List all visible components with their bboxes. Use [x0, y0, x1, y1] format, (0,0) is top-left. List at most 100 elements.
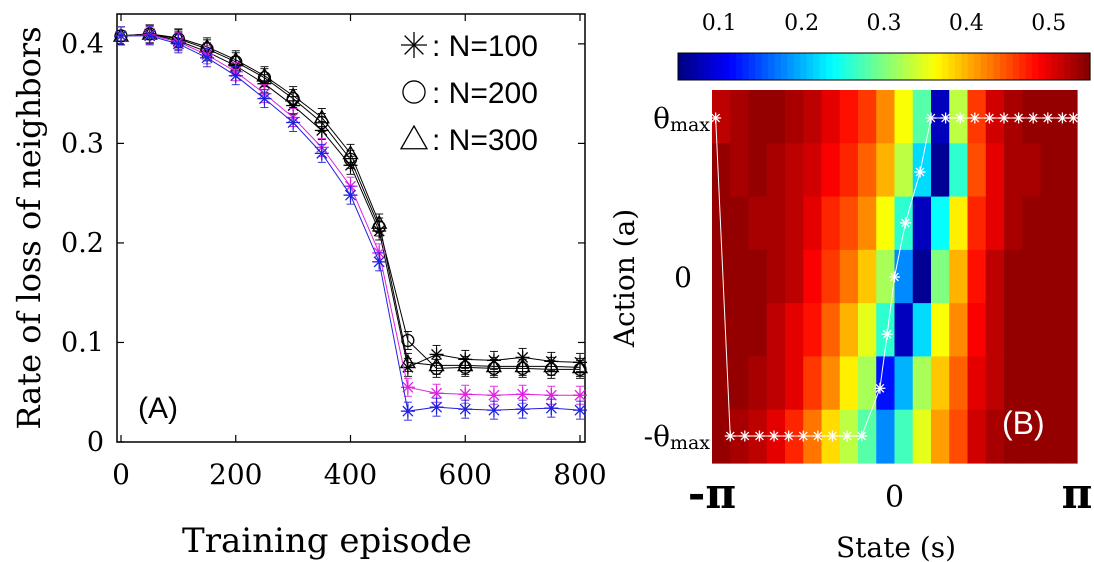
- policy-point: [710, 112, 722, 124]
- heatmap-cell: [876, 90, 896, 144]
- heatmap-cell: [931, 90, 950, 144]
- heatmap-cell: [858, 356, 877, 411]
- policy-point: [954, 112, 966, 124]
- heatmap-cell: [821, 196, 841, 251]
- colorbar-segment: [768, 53, 776, 80]
- colorbar-segment: [1057, 53, 1065, 80]
- heatmap-cell: [985, 196, 1005, 251]
- colorbar-segment: [890, 53, 898, 80]
- data-point-series-4: [343, 188, 358, 203]
- panel-a-plot-frame: [116, 13, 586, 443]
- heatmap-cell: [803, 143, 823, 198]
- heatmap-cell: [931, 409, 950, 464]
- heatmap-cell: [1004, 409, 1023, 464]
- data-point-series-3: [515, 387, 530, 402]
- colorbar-segment: [826, 53, 834, 80]
- data-point-series-2: [514, 358, 531, 373]
- data-point-series-4: [573, 403, 587, 418]
- colorbar-segment: [832, 53, 840, 80]
- heatmap-cell: [1058, 196, 1078, 251]
- colorbar-segment: [845, 53, 853, 80]
- heatmap-cell: [876, 409, 896, 464]
- colorbar-segment: [742, 53, 750, 80]
- colorbar-segment: [774, 53, 782, 80]
- heatmap-cell: [821, 356, 841, 411]
- policy-point: [1027, 112, 1039, 124]
- heatmap-cell: [985, 249, 1005, 304]
- heatmap-cell: [967, 356, 987, 411]
- heatmap-cell: [985, 90, 1005, 144]
- panel-a-x-tick-label: 0: [112, 458, 130, 491]
- panel-a-y-tick-label: 0.1: [61, 327, 104, 358]
- policy-point: [998, 112, 1010, 124]
- data-point-series-4: [200, 50, 215, 65]
- data-point-series-4: [372, 254, 387, 269]
- heatmap-cell: [1022, 409, 1042, 464]
- panel-b-x-tick-label: π: [1062, 469, 1093, 518]
- heatmap-cell: [766, 90, 786, 144]
- heatmap-cell: [858, 196, 877, 251]
- colorbar-segment: [813, 53, 821, 80]
- data-point-series-3: [458, 387, 473, 402]
- colorbar-segment: [1083, 53, 1091, 80]
- heatmap-cell: [985, 409, 1005, 464]
- heatmap-cell: [894, 143, 914, 198]
- heatmap-cell: [1004, 90, 1023, 144]
- legend-label: : N=100: [432, 30, 538, 63]
- colorbar-segment: [716, 53, 724, 80]
- colorbar-segment: [980, 53, 988, 80]
- heatmap-cell: [931, 143, 950, 198]
- heatmap-cell: [985, 143, 1005, 198]
- legend-label: : N=200: [432, 77, 538, 110]
- y-tick-main: θ: [653, 102, 670, 135]
- heatmap-cell: [839, 356, 859, 411]
- heatmap-cell: [766, 409, 786, 464]
- colorbar-segment: [1044, 53, 1052, 80]
- colorbar-segment: [761, 53, 769, 80]
- colorbar-segment: [1064, 53, 1072, 80]
- panel-b-label: (B): [1002, 405, 1045, 441]
- heatmap-cell: [803, 303, 823, 358]
- policy-point: [925, 112, 937, 124]
- heatmap-cell: [730, 303, 750, 358]
- data-point-series-2: [543, 358, 560, 373]
- colorbar-segment: [690, 53, 698, 80]
- heatmap-cell: [876, 303, 896, 358]
- colorbar-segment: [1019, 53, 1027, 80]
- colorbar-segment: [884, 53, 892, 80]
- colorbar-segment: [748, 53, 756, 80]
- heatmap-cell: [931, 249, 950, 304]
- heatmap-cell: [1040, 409, 1060, 464]
- heatmap-cell: [985, 356, 1005, 411]
- y-tick-main: -θ: [644, 420, 670, 453]
- panel-b-y-tick-label: θmax: [653, 102, 710, 136]
- panel-a-x-tick-label: 400: [324, 458, 377, 491]
- policy-point: [899, 217, 911, 229]
- colorbar-segment: [929, 53, 937, 80]
- policy-point: [969, 112, 981, 124]
- panel-b-x-tick-label: 0: [885, 480, 904, 515]
- heatmap-cell: [748, 143, 768, 198]
- heatmap-cell: [803, 409, 823, 464]
- colorbar-segment: [954, 53, 962, 80]
- heatmap-cell: [766, 196, 786, 251]
- panel-b-y-tick-label: 0: [674, 261, 692, 294]
- data-point-series-2: [313, 109, 330, 124]
- colorbar-segment: [781, 53, 789, 80]
- colorbar-segment: [1077, 53, 1085, 80]
- heatmap-cell: [949, 356, 969, 411]
- policy-curve: [710, 112, 1079, 442]
- colorbar-segment: [999, 53, 1007, 80]
- colorbar-segment: [851, 53, 859, 80]
- colorbar-tick-label: 0.1: [702, 11, 737, 36]
- policy-point: [1042, 112, 1054, 124]
- heatmap-cell: [1040, 356, 1060, 411]
- heatmap-cell: [821, 303, 841, 358]
- colorbar-segment: [987, 53, 995, 80]
- policy-point: [768, 430, 780, 442]
- heatmap-cell: [712, 143, 731, 198]
- y-tick-main: 0: [674, 261, 692, 294]
- data-point-series-4: [486, 403, 501, 418]
- heatmap-cell: [967, 409, 987, 464]
- heatmap-cell: [858, 409, 877, 464]
